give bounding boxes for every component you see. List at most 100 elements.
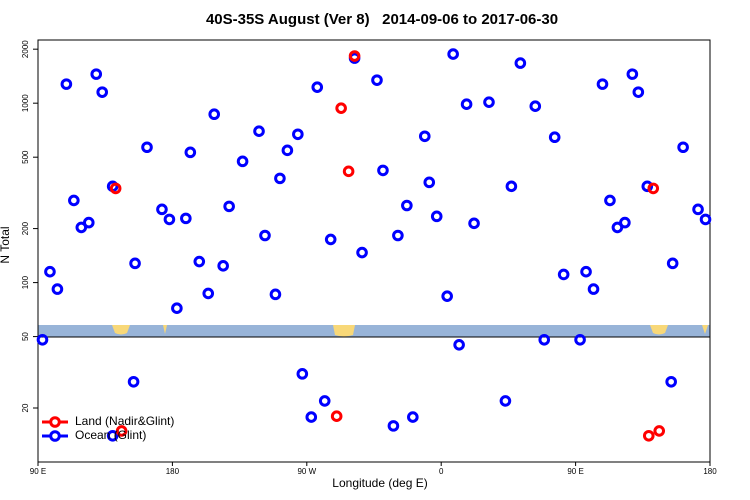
point	[677, 141, 689, 154]
point	[387, 420, 400, 432]
point	[699, 213, 712, 226]
point	[401, 199, 413, 212]
point	[311, 81, 324, 93]
point	[529, 100, 542, 113]
point	[292, 128, 304, 141]
point	[423, 176, 436, 189]
x-tick-label: 180	[703, 467, 717, 476]
legend-label: Land (Nadir&Glint)	[75, 414, 174, 428]
point	[377, 164, 389, 177]
y-tick-label: 200	[21, 221, 30, 235]
map-strip	[38, 325, 710, 337]
point	[324, 233, 337, 246]
point	[296, 368, 309, 380]
point	[217, 260, 229, 272]
point	[115, 425, 128, 437]
point	[692, 203, 704, 216]
x-tick-label: 90 E	[567, 467, 583, 476]
point	[348, 50, 361, 62]
point	[184, 146, 197, 159]
y-tick-label: 1000	[21, 94, 30, 112]
y-tick-label: 2000	[21, 40, 30, 58]
point	[653, 425, 666, 437]
point	[483, 96, 495, 108]
x-tick-label: 0	[439, 467, 444, 476]
y-tick-label: 50	[21, 332, 30, 341]
point	[51, 283, 64, 295]
point	[109, 182, 122, 195]
point	[193, 255, 206, 268]
chart-title: 40S-35S August (Ver 8) 2014-09-06 to 201…	[206, 11, 558, 28]
point	[604, 194, 616, 207]
point	[619, 216, 631, 229]
point	[447, 48, 459, 60]
point	[356, 246, 368, 259]
y-tick-label: 500	[21, 150, 30, 164]
point	[163, 213, 176, 226]
point	[318, 395, 331, 407]
point	[587, 283, 600, 295]
point	[156, 203, 168, 216]
point	[392, 229, 404, 242]
point	[505, 180, 518, 193]
point	[596, 78, 609, 90]
x-tick-label: 90 W	[297, 467, 316, 476]
point	[305, 411, 318, 423]
point	[259, 229, 271, 242]
point	[342, 165, 355, 178]
point	[557, 268, 570, 281]
point	[129, 257, 141, 270]
legend-marker	[49, 416, 61, 428]
point	[453, 339, 465, 351]
point	[236, 155, 249, 168]
point	[574, 333, 586, 346]
y-axis-label: N Total	[0, 226, 12, 263]
point	[580, 265, 592, 278]
point	[208, 108, 221, 121]
point	[468, 217, 480, 230]
point	[514, 57, 527, 69]
point	[460, 98, 473, 111]
point	[407, 411, 419, 423]
y-tick-label: 20	[21, 403, 30, 412]
point	[499, 395, 512, 407]
x-axis-label: Longitude (deg E)	[332, 476, 427, 490]
point	[335, 102, 347, 114]
y-tick-label: 100	[21, 275, 30, 289]
point	[171, 302, 183, 314]
point	[548, 131, 561, 144]
point	[253, 125, 265, 137]
x-tick-label: 90 E	[30, 467, 46, 476]
point	[665, 375, 677, 388]
point	[647, 182, 660, 195]
point	[642, 429, 655, 442]
point	[36, 333, 49, 346]
point	[44, 265, 56, 278]
point	[269, 288, 282, 301]
point	[281, 144, 294, 157]
point	[82, 216, 95, 229]
point	[127, 375, 140, 388]
point	[626, 68, 639, 80]
point	[330, 410, 343, 423]
point	[223, 200, 235, 213]
x-tick-label: 180	[166, 467, 180, 476]
point	[96, 86, 109, 98]
point	[68, 194, 80, 207]
point	[666, 257, 679, 270]
plot-frame	[37, 39, 711, 463]
point	[90, 68, 103, 80]
point	[106, 429, 119, 442]
point	[430, 210, 443, 223]
point	[418, 130, 431, 143]
point	[632, 86, 645, 98]
point	[274, 172, 286, 185]
point	[180, 212, 192, 225]
point	[60, 78, 73, 90]
point	[141, 141, 153, 154]
point	[202, 287, 215, 300]
legend-marker	[49, 430, 61, 442]
point	[441, 290, 453, 302]
point	[371, 74, 383, 86]
